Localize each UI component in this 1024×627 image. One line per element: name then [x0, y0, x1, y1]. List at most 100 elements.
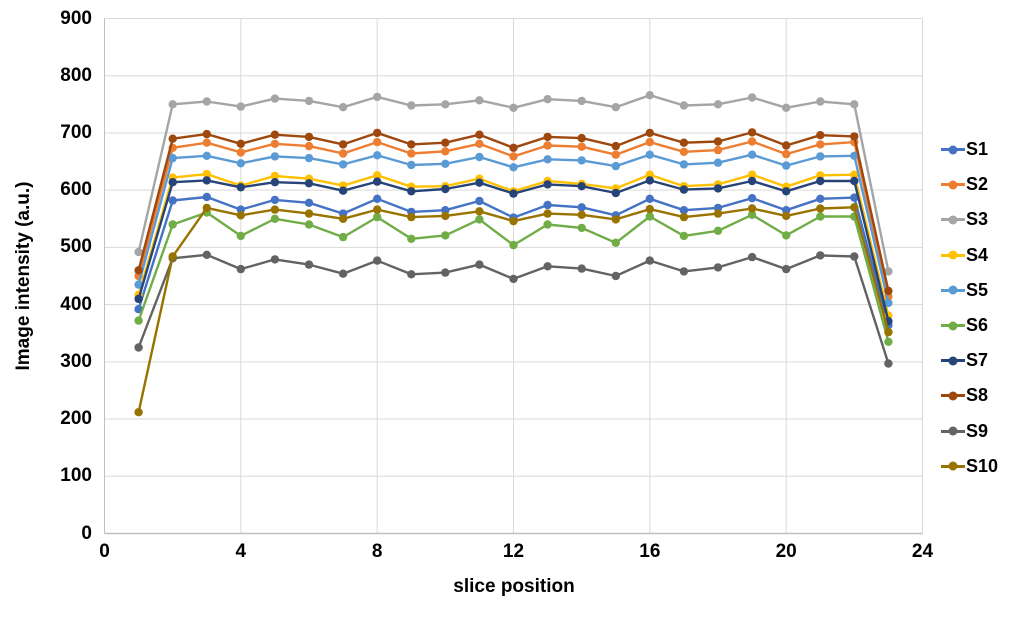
data-point-S9: [850, 252, 859, 261]
legend-label: S9: [966, 420, 989, 441]
legend-label: S5: [966, 279, 989, 300]
data-point-S5: [338, 160, 348, 169]
data-point-S6: [509, 240, 518, 250]
legend-item-s10: S10: [941, 449, 998, 484]
legend-item-s1: S1: [941, 132, 998, 167]
legend-label: S6: [966, 315, 989, 336]
data-point-S8: [304, 132, 314, 142]
data-point-S3: [747, 93, 757, 102]
legend-line-marker-icon: [941, 180, 965, 190]
legend-label: S3: [966, 209, 989, 230]
legend-label: S7: [966, 350, 989, 371]
legend-item-s6: S6: [941, 308, 998, 343]
data-point-S10: [543, 209, 552, 218]
legend-label: S4: [966, 244, 989, 265]
data-point-S6: [475, 215, 484, 224]
data-point-S10: [713, 209, 723, 218]
x-tick-label: 20: [775, 541, 797, 562]
data-point-S3: [304, 96, 314, 106]
data-point-S8: [270, 130, 280, 139]
data-point-S9: [407, 270, 416, 279]
data-point-S8: [645, 128, 654, 138]
data-point-S8: [816, 131, 825, 140]
data-point-S6: [611, 238, 620, 247]
data-point-S9: [645, 256, 654, 265]
data-point-S8: [713, 137, 723, 146]
legend-dot-icon: [948, 285, 958, 295]
data-point-S3: [645, 91, 654, 100]
data-point-S1: [270, 195, 280, 205]
data-point-S6: [236, 231, 245, 241]
data-point-S6: [543, 220, 552, 229]
legend-dot-icon: [948, 180, 958, 190]
data-point-S2: [543, 141, 552, 150]
data-point-S5: [373, 151, 382, 160]
data-point-S9: [679, 267, 689, 276]
legend-line-marker-icon: [941, 285, 965, 295]
data-point-S5: [202, 151, 211, 160]
data-point-S3: [543, 95, 552, 104]
data-point-S7: [270, 178, 280, 187]
y-axis-title: Image intensity (a.u.): [13, 181, 34, 371]
data-point-S7: [134, 294, 143, 304]
data-point-S5: [509, 163, 518, 172]
legend-line-marker-icon: [941, 391, 965, 401]
data-point-S3: [884, 267, 893, 276]
legend-dot-icon: [948, 356, 958, 366]
data-point-S5: [168, 153, 177, 163]
data-point-S2: [441, 147, 450, 156]
y-tick-label: 300: [60, 350, 92, 372]
data-point-S10: [134, 408, 143, 417]
data-point-S10: [884, 327, 893, 337]
data-point-S8: [782, 141, 791, 150]
data-point-S9: [713, 263, 723, 272]
data-point-S1: [202, 192, 211, 202]
data-point-S6: [577, 223, 586, 233]
data-point-S5: [816, 152, 825, 161]
legend-line-marker-icon: [941, 145, 965, 155]
data-point-S8: [236, 139, 245, 148]
data-point-S3: [475, 96, 484, 105]
x-tick-label: 24: [911, 541, 934, 562]
data-point-S5: [441, 159, 450, 168]
data-point-S9: [373, 256, 382, 265]
data-point-S10: [850, 203, 859, 212]
legend-line-marker-icon: [941, 426, 965, 436]
data-point-S9: [475, 260, 484, 269]
data-point-S3: [850, 100, 859, 109]
data-point-S3: [134, 247, 143, 257]
legend-line-marker-icon: [941, 461, 965, 471]
data-point-S1: [850, 193, 859, 202]
data-point-S3: [679, 101, 689, 110]
data-point-S10: [679, 212, 689, 222]
data-point-S5: [475, 152, 484, 162]
data-point-S3: [713, 100, 723, 109]
data-point-S5: [713, 158, 723, 167]
data-point-S8: [338, 140, 348, 149]
data-point-S7: [304, 179, 314, 188]
data-point-S6: [679, 231, 689, 241]
data-point-S1: [543, 200, 552, 210]
data-point-S9: [236, 264, 245, 274]
data-point-S6: [747, 210, 757, 219]
data-point-S8: [202, 129, 211, 139]
data-point-S2: [475, 139, 484, 148]
data-point-S3: [611, 103, 620, 112]
data-point-S9: [304, 260, 314, 269]
data-point-S10: [645, 204, 654, 214]
data-point-S5: [304, 153, 314, 163]
x-tick-label: 8: [371, 541, 383, 562]
data-point-S7: [816, 176, 825, 186]
data-point-S8: [134, 266, 143, 275]
legend-dot-icon: [948, 250, 958, 260]
data-point-S8: [168, 134, 177, 143]
data-point-S6: [713, 226, 723, 235]
data-point-S2: [713, 145, 723, 155]
y-tick-label: 800: [60, 64, 92, 86]
data-point-S7: [679, 185, 689, 194]
data-point-S1: [645, 194, 654, 203]
data-point-S5: [236, 159, 245, 168]
legend-item-s9: S9: [941, 414, 998, 449]
data-point-S2: [338, 149, 348, 158]
